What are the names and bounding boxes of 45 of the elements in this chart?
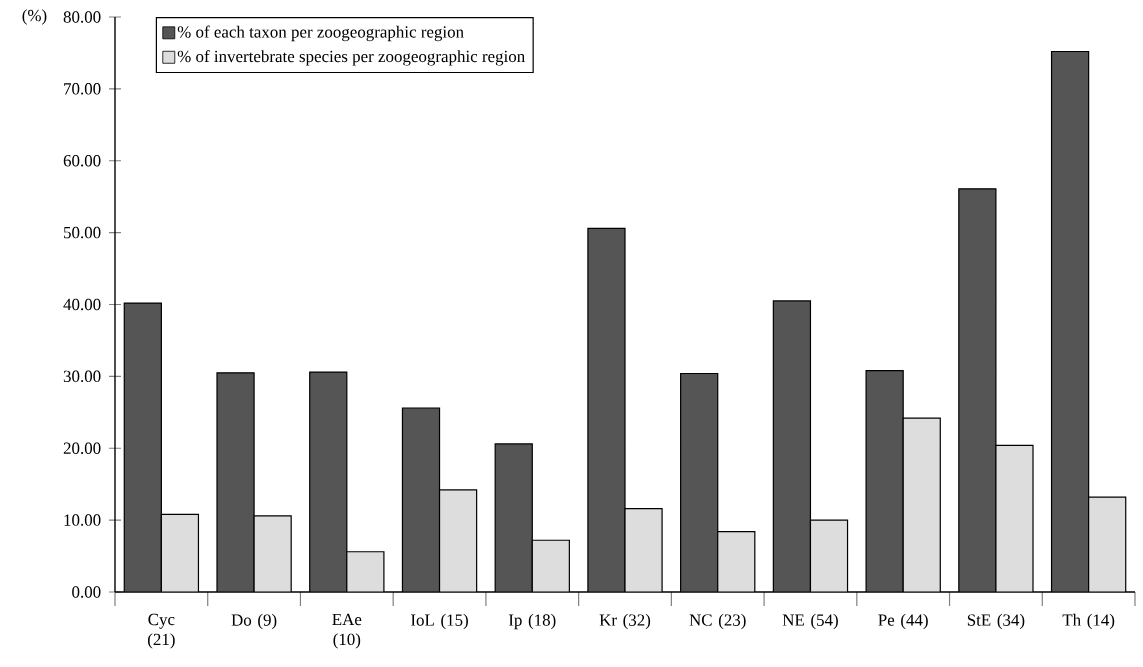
y-tick-label: 80.00 — [63, 11, 101, 23]
bar — [717, 531, 756, 592]
bar — [772, 300, 812, 592]
bar — [995, 444, 1034, 592]
bar — [401, 407, 441, 592]
legend-label: % of each taxon per zoogeographic region — [177, 25, 464, 42]
y-tick-label: 20.00 — [63, 442, 101, 454]
x-tick-label: EAe (10) — [332, 613, 362, 649]
bar — [438, 489, 478, 592]
bar — [309, 371, 348, 592]
bar — [216, 372, 255, 592]
legend-label: % of invertebrate species per zoogeographic region — [177, 50, 525, 66]
x-tick-label: Cyc (21) — [148, 613, 175, 649]
y-axis-title: (%) — [22, 9, 47, 25]
bar — [624, 508, 663, 592]
bar — [902, 417, 941, 592]
bar — [1050, 50, 1090, 592]
x-tick-label: Kr (32) — [599, 613, 651, 630]
bar — [958, 188, 997, 592]
bar — [123, 302, 162, 592]
x-tick-label: IoL (15) — [411, 613, 468, 630]
x-tick-label: NC (23) — [689, 613, 746, 630]
bar — [160, 513, 200, 592]
bar — [253, 515, 292, 592]
bar — [346, 551, 385, 592]
y-tick-label: 40.00 — [63, 298, 101, 311]
y-tick-label: 10.00 — [64, 514, 101, 526]
bar — [1088, 496, 1127, 592]
y-tick-label: 70.00 — [64, 83, 101, 95]
bar — [531, 539, 570, 592]
bar — [587, 227, 626, 592]
bar — [680, 372, 719, 592]
x-tick-label: NE (54) — [782, 613, 838, 630]
y-tick-label: 60.00 — [63, 155, 101, 167]
x-tick-label: Th (14) — [1062, 613, 1115, 630]
bar — [865, 370, 904, 592]
y-tick-label: 30.00 — [63, 370, 101, 383]
x-tick-label: Pe (44) — [878, 613, 928, 630]
bar — [809, 519, 849, 592]
bar — [494, 443, 533, 592]
x-tick-label: Do (9) — [231, 613, 277, 630]
x-tick-label: StE (34) — [967, 613, 1025, 630]
x-tick-label: Ip (18) — [508, 613, 556, 630]
y-tick-label: 0.00 — [72, 586, 101, 598]
y-tick-label: 50.00 — [64, 226, 101, 239]
